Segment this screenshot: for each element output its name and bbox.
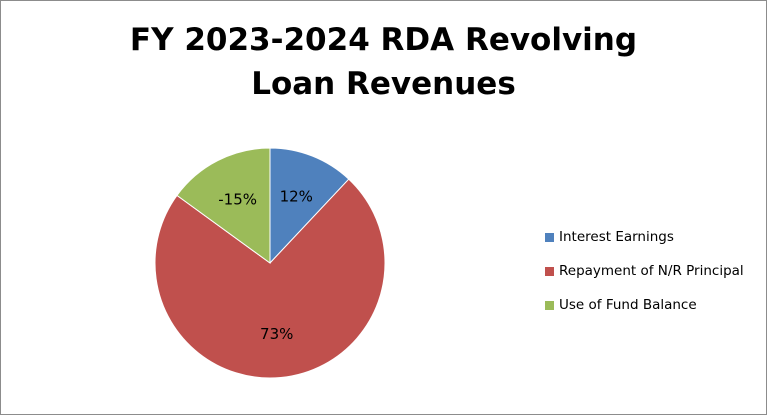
legend-item-interest-earnings: Interest Earnings [545,220,744,254]
legend: Interest Earnings Repayment of N/R Princ… [545,220,744,322]
chart-title-line-1: FY 2023-2024 RDA Revolving [129,22,638,58]
legend-label-interest-earnings: Interest Earnings [559,229,674,245]
legend-item-use-of-fund-balance: Use of Fund Balance [545,288,744,322]
chart-title-line-2: Loan Revenues [251,66,516,102]
legend-label-use-of-fund-balance: Use of Fund Balance [559,297,697,313]
legend-swatch-repayment-principal [545,266,554,276]
pie-slice-repayment-principal [154,178,386,379]
legend-swatch-use-of-fund-balance [545,300,554,310]
pie-slice-use-of-fund-balance [176,147,271,264]
data-label-repayment-principal: 73% [260,325,293,343]
data-label-use-of-fund-balance: -15% [218,190,257,208]
legend-label-repayment-principal: Repayment of N/R Principal [559,263,744,279]
pie-slice-interest-earnings [269,147,350,265]
chart-title: FY 2023-2024 RDA Revolving Loan Revenues [0,18,767,106]
legend-item-repayment-principal: Repayment of N/R Principal [545,254,744,288]
legend-swatch-interest-earnings [545,232,554,242]
data-label-interest-earnings: 12% [280,188,313,206]
